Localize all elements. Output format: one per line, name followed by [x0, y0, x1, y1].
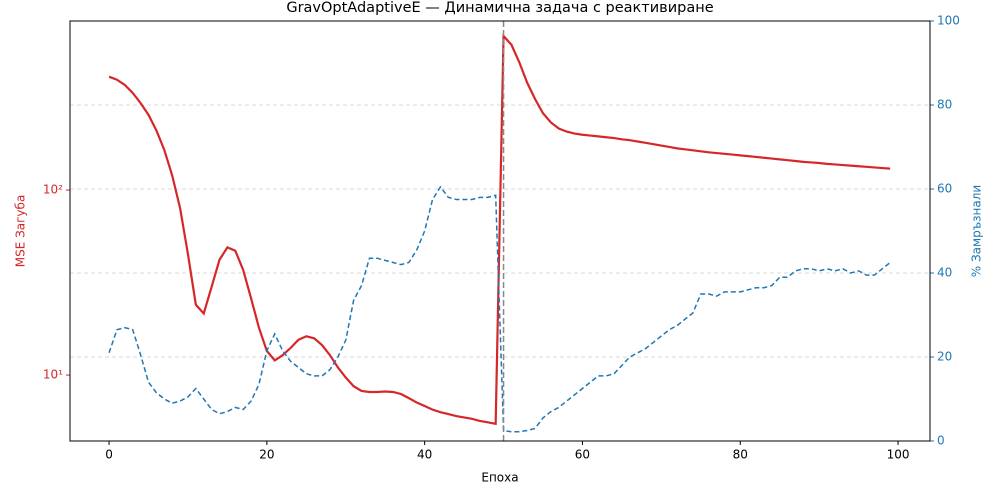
y2-tick-label: 60 [937, 182, 952, 196]
y2-tick-label: 40 [937, 266, 952, 280]
y2-tick-label: 100 [937, 14, 960, 28]
x-tick-label: 60 [575, 448, 590, 462]
y2-tick-label: 20 [937, 350, 952, 364]
plot-frame [69, 20, 931, 442]
data-line [108, 33, 891, 426]
y2-axis-label: % Замръзнали [970, 185, 984, 277]
chart-title: GravOptAdaptiveE — Динамична задача с ре… [286, 0, 713, 16]
y-tick-label: 10¹ [43, 368, 63, 382]
x-axis-label: Епоха [481, 471, 518, 485]
x-tick-label: 0 [105, 448, 113, 462]
x-tick-label: 80 [733, 448, 748, 462]
x-tick-label: 40 [417, 448, 432, 462]
y-tick-label: 10² [43, 183, 63, 197]
y2-tick-label: 0 [937, 434, 945, 448]
y2-tick-label: 80 [937, 98, 952, 112]
data-line [108, 185, 891, 433]
x-tick-label: 100 [887, 448, 910, 462]
y-axis-label: MSE Загуба [14, 195, 28, 268]
x-tick-label: 20 [259, 448, 274, 462]
